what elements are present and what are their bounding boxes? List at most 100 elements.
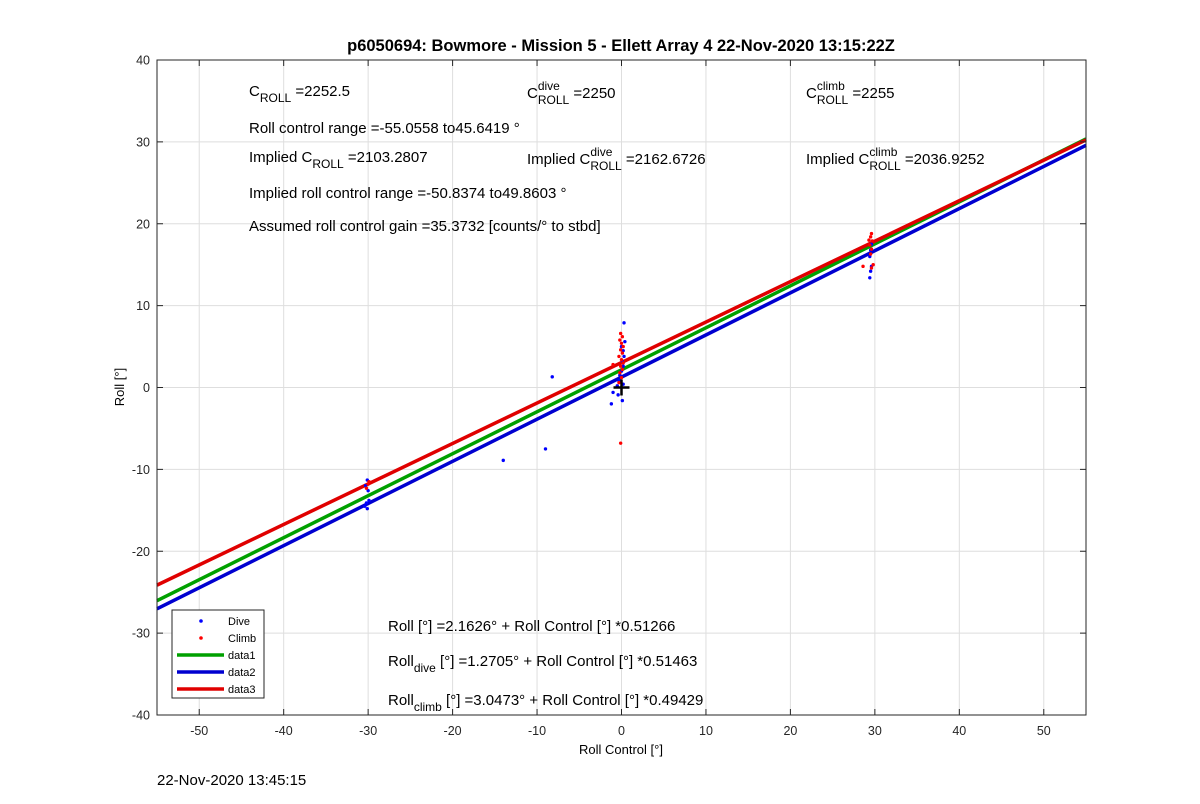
c-roll-climb-annotation-sub: ROLL xyxy=(817,93,849,107)
implied-c-roll-annotation: Implied CROLL =2103.2807 xyxy=(249,149,428,172)
fit-all-annotation: Roll [°] =2.1626° + Roll Control [°] *0.… xyxy=(388,618,675,635)
data-point-dive xyxy=(543,447,548,451)
implied-c-roll-dive-annotation-sub: ROLL xyxy=(590,159,622,173)
data-points xyxy=(363,231,875,511)
c-roll-dive-annotation-value: =2250 xyxy=(573,85,615,102)
data-point-dive xyxy=(367,498,371,503)
implied-c-roll-climb-annotation-sub: ROLL xyxy=(869,159,901,173)
data-point-climb xyxy=(617,380,621,385)
data-point-dive xyxy=(550,375,554,379)
implied-c-roll-annotation-value: =2103.2807 xyxy=(348,149,428,166)
x-tick-label: 30 xyxy=(868,724,882,738)
data-point-dive xyxy=(363,504,367,508)
c-roll-annotation-base: C xyxy=(249,83,260,100)
implied-c-roll-climb-annotation-base: C xyxy=(859,151,870,168)
fit-climb-annotation-lead: Roll xyxy=(388,692,414,709)
c-roll-dive-annotation: Cdive ROLL =2250 xyxy=(527,79,616,108)
data-point-dive xyxy=(623,339,627,344)
x-tick-label: -30 xyxy=(359,724,377,738)
data-point-climb xyxy=(621,344,625,349)
data-point-climb xyxy=(618,441,623,445)
fit-dive-annotation: Rolldive [°] =1.2705° + Roll Control [°]… xyxy=(388,653,697,675)
legend-label-dive: Dive xyxy=(228,616,250,628)
legend-label-data2: data2 xyxy=(228,667,256,679)
data-point-dive xyxy=(365,506,369,511)
c-roll-climb-annotation-base: C xyxy=(806,85,817,102)
c-roll-climb-annotation-value: =2255 xyxy=(852,85,894,102)
data-point-dive xyxy=(616,393,620,397)
implied-c-roll-climb-annotation-sup: climb xyxy=(869,145,897,159)
data-point-dive xyxy=(868,276,872,280)
x-axis-label: Roll Control [°] xyxy=(579,742,663,757)
implied-c-roll-dive-annotation-sup: dive xyxy=(590,145,612,159)
y-tick-label: -20 xyxy=(132,545,150,559)
data-point-climb xyxy=(364,486,369,490)
chart-title: p6050694: Bowmore - Mission 5 - Ellett A… xyxy=(347,37,895,55)
data-point-climb xyxy=(868,235,873,239)
y-tick-label: -10 xyxy=(132,463,150,477)
implied-c-roll-annotation-base: C xyxy=(302,149,313,166)
data-point-dive xyxy=(609,402,614,406)
data-point-climb xyxy=(867,238,871,242)
data-point-dive xyxy=(501,458,505,463)
y-axis-label: Roll [°] xyxy=(112,368,127,406)
y-tick-label: 40 xyxy=(136,54,150,68)
implied-c-roll-dive-annotation-prefix: Implied xyxy=(527,151,580,168)
y-tick-label: -30 xyxy=(132,627,150,641)
x-tick-label: 0 xyxy=(618,724,625,738)
data-point-dive xyxy=(366,488,370,493)
implied-c-roll-annotation-sub: ROLL xyxy=(312,157,344,171)
data-point-climb xyxy=(367,479,371,484)
data-point-climb xyxy=(618,348,623,352)
legend-label-data3: data3 xyxy=(228,684,256,696)
fit-climb-annotation: Rollclimb [°] =3.0473° + Roll Control [°… xyxy=(388,692,703,714)
x-tick-label: -20 xyxy=(444,724,462,738)
y-tick-label: 20 xyxy=(136,217,150,231)
fit-dive-annotation-sub: dive xyxy=(414,661,436,675)
x-tick-label: 10 xyxy=(699,724,713,738)
fit-climb-annotation-sub: climb xyxy=(414,700,442,714)
data-point-dive xyxy=(622,354,626,359)
fit-dive-annotation-lead: Roll xyxy=(388,653,414,670)
fit-climb-annotation-rest: [°] =3.0473° + Roll Control [°] *0.49429 xyxy=(442,692,704,709)
data-point-climb xyxy=(619,357,624,362)
data-point-dive xyxy=(622,321,626,325)
data-point-climb xyxy=(620,351,625,355)
implied-c-roll-climb-annotation: Implied Cclimb ROLL =2036.9252 xyxy=(806,145,985,174)
data-point-dive xyxy=(621,364,625,368)
data-point-climb xyxy=(868,252,873,256)
data-point-climb xyxy=(861,264,865,269)
data-point-climb xyxy=(618,331,623,336)
c-roll-dive-annotation-sub: ROLL xyxy=(538,93,570,107)
x-tick-label: -10 xyxy=(528,724,546,738)
data-point-climb xyxy=(619,375,624,380)
y-tick-label: 30 xyxy=(136,135,150,149)
data-point-dive xyxy=(868,269,873,273)
x-tick-label: -40 xyxy=(275,724,293,738)
implied-c-roll-dive-annotation-base: C xyxy=(580,151,591,168)
c-roll-dive-annotation-base: C xyxy=(527,85,538,102)
data-point-climb xyxy=(617,354,621,359)
data-point-dive xyxy=(611,390,615,395)
implied-c-roll-climb-annotation-value: =2036.9252 xyxy=(905,151,985,168)
y-tick-label: 0 xyxy=(143,381,150,395)
y-tick-label: 10 xyxy=(136,299,150,313)
x-tick-label: -50 xyxy=(190,724,208,738)
data-point-climb xyxy=(621,361,625,365)
data-point-climb xyxy=(869,266,874,270)
legend: Dive Climb data1 data2 data3 xyxy=(171,609,265,699)
legend-label-climb: Climb xyxy=(228,633,256,645)
data-point-dive xyxy=(364,501,369,505)
x-tick-label: 20 xyxy=(783,724,797,738)
axis-ticks: -50 -40 -30 -20 -10 0 10 20 30 40 50 -40 -30 -20 -10 0 1… xyxy=(132,54,1086,738)
c-roll-climb-annotation-sup: climb xyxy=(817,79,845,93)
data-point-climb xyxy=(619,341,624,345)
data-point-climb xyxy=(869,247,874,251)
implied-c-roll-annotation-prefix: Implied xyxy=(249,149,302,166)
implied-c-roll-climb-annotation-prefix: Implied xyxy=(806,151,859,168)
fit-dive-annotation-rest: [°] =1.2705° + Roll Control [°] *0.51463 xyxy=(436,653,698,670)
data-point-climb xyxy=(870,239,875,243)
data-point-climb xyxy=(620,367,625,372)
c-roll-annotation: CROLL =2252.5 xyxy=(249,83,350,106)
